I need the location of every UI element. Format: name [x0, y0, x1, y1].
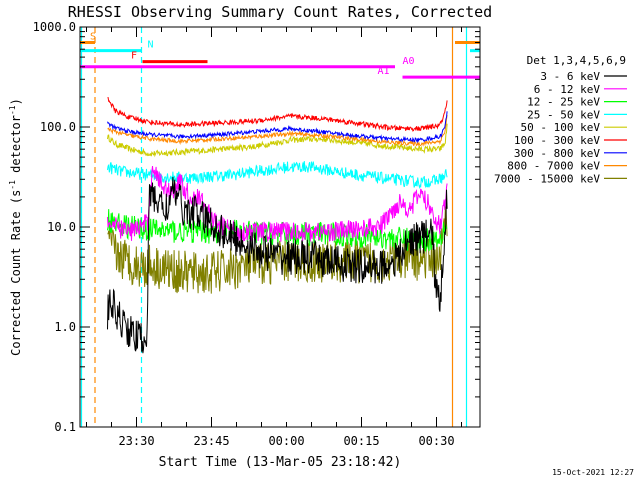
y-tick-label-1: 1.0 — [54, 320, 76, 334]
flag-label-1: N — [148, 40, 154, 51]
series-line-5 — [107, 97, 448, 132]
y-axis: 0.1 1.0 10.0 100.0 1000.0 — [33, 20, 480, 434]
flag-label-4: A1 — [378, 66, 390, 77]
footer-timestamp: 15-Oct-2021 12:27 — [552, 468, 634, 477]
legend-label-3: 25 - 50 keV — [527, 108, 600, 121]
legend-label-2: 12 - 25 keV — [527, 96, 600, 109]
legend-label-8: 7000 - 15000 keV — [494, 172, 600, 185]
y-axis-label-sup2: -1 — [8, 105, 17, 115]
legend-label-5: 100 - 300 keV — [514, 134, 600, 147]
x-tick-label-4: 00:30 — [418, 434, 454, 448]
flag-label-0: S — [90, 31, 96, 42]
y-tick-label-4: 1000.0 — [33, 20, 76, 34]
series-line-4 — [107, 123, 448, 158]
legend-label-0: 3 - 6 keV — [540, 70, 600, 83]
y-axis-label-end: ) — [9, 98, 23, 105]
x-tick-label-1: 23:45 — [193, 434, 229, 448]
flag-label-3: A0 — [403, 56, 415, 67]
x-axis-label: Start Time (13-Mar-05 23:18:42) — [159, 455, 402, 470]
flag-label-2: F — [131, 51, 137, 62]
x-tick-label-3: 00:15 — [343, 434, 379, 448]
series-lines — [107, 97, 448, 354]
x-tick-label-2: 00:00 — [268, 434, 304, 448]
legend-title: Det 1,3,4,5,6,9 — [527, 54, 626, 67]
series-line-0 — [107, 176, 448, 354]
legend-label-4: 50 - 100 keV — [521, 121, 601, 134]
series-line-7 — [107, 114, 448, 147]
y-axis-label-main: Corrected Count Rate (s — [9, 190, 23, 356]
series-line-6 — [107, 111, 448, 144]
legend-label-7: 800 - 7000 keV — [507, 160, 600, 173]
x-axis: 23:30 23:45 00:00 00:15 00:30 — [86, 27, 462, 448]
y-axis-label-mid: detector — [9, 115, 23, 180]
y-tick-label-0: 0.1 — [54, 420, 76, 434]
y-axis-label: Corrected Count Rate (s-1 detector-1) — [8, 98, 23, 356]
series-line-1 — [107, 165, 448, 242]
flag-bars: S NF A0 A1 — [80, 31, 480, 79]
legend-label-6: 300 - 800 keV — [514, 147, 600, 160]
y-axis-label-sup: -1 — [8, 180, 17, 190]
x-tick-label-0: 23:30 — [118, 434, 154, 448]
y-tick-label-3: 100.0 — [40, 120, 76, 134]
y-tick-label-2: 10.0 — [47, 220, 76, 234]
series-line-3 — [107, 160, 448, 190]
legend-label-1: 6 - 12 keV — [534, 83, 601, 96]
chart-title: RHESSI Observing Summary Count Rates, Co… — [68, 3, 492, 21]
